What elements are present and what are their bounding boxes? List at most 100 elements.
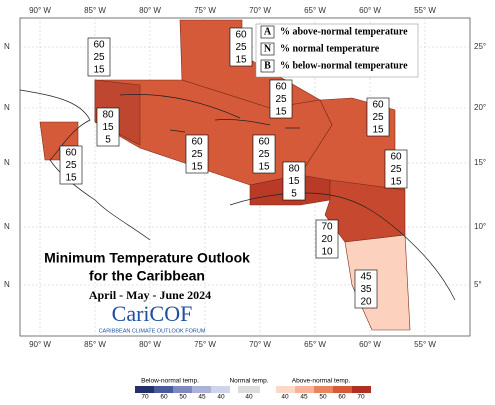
title: for the Caribbean [89, 268, 205, 284]
probability: 60 [275, 82, 287, 93]
probability: 60 [65, 148, 77, 159]
colorbar-label: Above-normal temp. [292, 378, 351, 385]
logo-subtitle: CARIBBEAN CLIMATE OUTLOOK FORUM [99, 328, 206, 334]
probability: 35 [360, 284, 372, 295]
lat-label: N [4, 280, 10, 289]
lat-label: 5° [474, 280, 482, 289]
probability: 60 [235, 30, 247, 41]
box-frame [229, 27, 253, 67]
colorbar-tick: 50 [319, 394, 327, 400]
subtitle: April - May - June 2024 [89, 288, 211, 302]
colorbar-swatch [211, 386, 230, 393]
probability: 25 [191, 149, 203, 160]
probability: 15 [275, 107, 287, 118]
lon-label: 80° W [139, 6, 161, 15]
probability: 15 [258, 162, 270, 173]
lon-label: 75° W [194, 6, 216, 15]
probability: 15 [191, 162, 203, 173]
lat-label: 10° [474, 222, 486, 231]
box-frame [87, 37, 111, 77]
probability: 15 [93, 65, 105, 76]
lon-label: 70° W [249, 340, 271, 349]
lon-label: 65° W [304, 340, 326, 349]
lat-label: N [4, 158, 10, 167]
colorbar-swatch [352, 386, 371, 393]
probability: 45 [360, 272, 372, 283]
colorbar: Below-normal temp. Normal temp. Above-norm… [135, 378, 371, 401]
probability: 25 [235, 42, 247, 53]
lon-label: 55° W [414, 6, 436, 15]
probability: 15 [235, 55, 247, 66]
probability: 60 [372, 100, 384, 111]
probability: 25 [372, 112, 384, 123]
lat-label: 25° [474, 42, 486, 51]
colorbar-swatch [333, 386, 352, 393]
colorbar-tick: 40 [217, 394, 225, 400]
probability: 25 [390, 164, 402, 175]
box-frame [96, 107, 120, 147]
box-frame [384, 149, 408, 189]
lon-label: 85° W [84, 340, 106, 349]
colorbar-swatch [295, 386, 314, 393]
box-frame [282, 161, 306, 201]
colorbar-label: Normal temp. [229, 378, 268, 385]
box-frame [185, 134, 209, 174]
probability: 20 [360, 297, 372, 308]
box-frame [366, 97, 390, 137]
box-frame [252, 134, 276, 174]
box-frame [315, 219, 339, 259]
lon-label: 60° W [359, 340, 381, 349]
colorbar-tick: 45 [198, 394, 206, 400]
probability: 20 [321, 234, 333, 245]
probability: 15 [102, 122, 114, 133]
lon-label: 60° W [359, 6, 381, 15]
lon-label: 80° W [139, 340, 161, 349]
probability: 60 [390, 152, 402, 163]
colorbar-swatch [314, 386, 333, 393]
legend-text: % below-normal temperature [280, 60, 408, 71]
probability: 25 [65, 160, 77, 171]
lon-label: 75° W [194, 340, 216, 349]
colorbar-swatch [238, 386, 260, 393]
colorbar-swatch [135, 386, 154, 393]
legend-text: % normal temperature [280, 43, 380, 54]
colorbar-tick: 60 [160, 394, 168, 400]
legend-key-box [260, 25, 275, 39]
probability: 60 [93, 40, 105, 51]
probability: 60 [191, 137, 203, 148]
probability: 80 [288, 164, 300, 175]
legend-frame [255, 23, 419, 78]
colorbar-label: Below-normal temp. [141, 378, 199, 385]
box-frame [269, 79, 293, 119]
box-frame [59, 145, 83, 185]
probability: 15 [65, 173, 77, 184]
colorbar-tick: 40 [281, 394, 289, 400]
probability: 60 [258, 137, 270, 148]
colorbar-swatch [192, 386, 211, 393]
probability: 15 [390, 177, 402, 188]
probability: 10 [321, 247, 333, 258]
legend: A % above-normal temperature N % normal tem… [255, 23, 419, 78]
lon-label: 65° W [304, 6, 326, 15]
probability: 15 [372, 125, 384, 136]
logo: CariCOF [112, 301, 193, 326]
probability: 5 [105, 135, 111, 146]
colorbar-tick: 70 [357, 394, 365, 400]
lat-label: N [4, 103, 10, 112]
probability: 25 [258, 149, 270, 160]
probability: 25 [93, 52, 105, 63]
lat-label: N [4, 222, 10, 231]
lon-label: 90° W [29, 340, 51, 349]
colorbar-tick: 70 [141, 394, 149, 400]
